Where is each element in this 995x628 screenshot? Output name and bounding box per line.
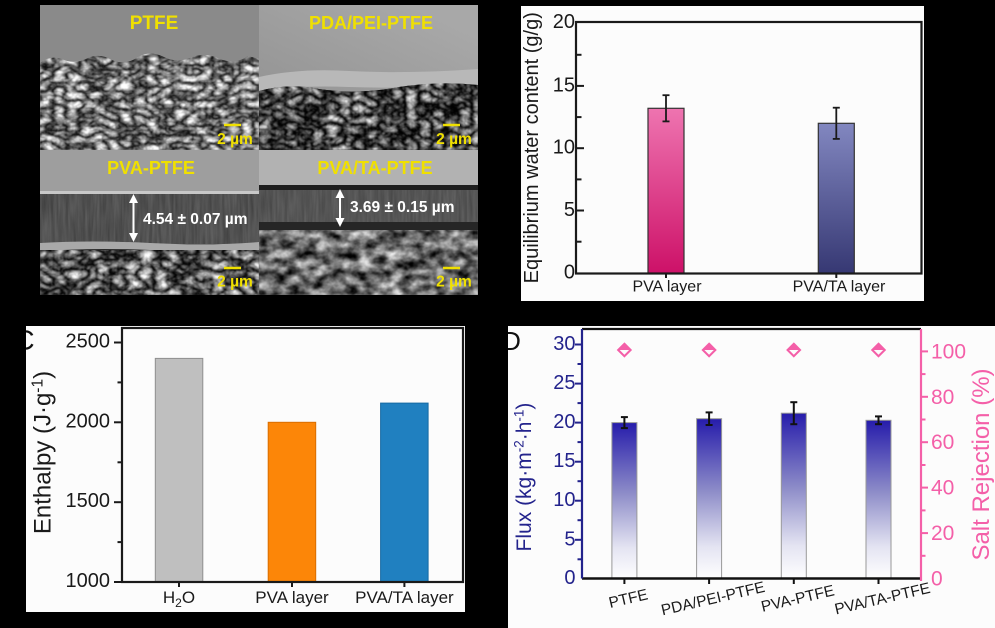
svg-text:PDA/PEI-PTFE: PDA/PEI-PTFE [309,13,433,33]
svg-text:D: D [508,326,521,356]
svg-text:1500: 1500 [66,490,111,512]
svg-text:PVA-PTFE: PVA-PTFE [760,582,837,615]
svg-text:PVA/TA-PTFE: PVA/TA-PTFE [317,158,432,178]
svg-text:5: 5 [564,199,575,221]
svg-text:20: 20 [931,522,954,545]
svg-text:25: 25 [553,372,575,394]
svg-text:PDA/PEI-PTFE: PDA/PEI-PTFE [660,578,767,618]
svg-text:0: 0 [564,567,575,589]
svg-text:80: 80 [931,385,954,408]
svg-text:PVA/TA layer: PVA/TA layer [355,588,454,607]
svg-text:0: 0 [931,567,943,590]
svg-text:2500: 2500 [66,331,111,353]
svg-text:20: 20 [553,11,575,33]
svg-text:40: 40 [931,476,954,499]
svg-text:Equilibrium water content (g/g: Equilibrium water content (g/g) [521,12,543,283]
svg-text:30: 30 [553,333,575,355]
svg-text:2 µm: 2 µm [436,274,472,291]
svg-text:2 µm: 2 µm [217,274,253,291]
svg-text:60: 60 [931,431,954,454]
svg-text:10: 10 [553,489,575,511]
svg-text:100: 100 [931,340,966,363]
svg-text:C: C [26,326,35,356]
svg-text:PVA/TA layer: PVA/TA layer [793,279,886,296]
svg-text:Enthalpy (J·g-1): Enthalpy (J·g-1) [30,371,57,534]
svg-text:PTFE: PTFE [130,13,179,34]
svg-text:20: 20 [553,411,575,433]
svg-text:PVA/TA-PTFE: PVA/TA-PTFE [833,579,932,618]
svg-text:2 µm: 2 µm [436,131,472,148]
svg-text:15: 15 [553,450,575,472]
svg-text:5: 5 [564,528,575,550]
svg-text:10: 10 [553,137,575,159]
svg-text:H2O: H2O [163,588,195,610]
svg-text:1000: 1000 [66,570,111,592]
svg-text:2 µm: 2 µm [217,131,253,148]
svg-text:15: 15 [553,74,575,96]
svg-text:PVA layer: PVA layer [255,588,329,607]
svg-text:PTFE: PTFE [607,586,649,611]
svg-text:Salt Rejection (%): Salt Rejection (%) [968,368,995,560]
svg-text:Flux (kg·m-2·h-1): Flux (kg·m-2·h-1) [512,402,537,551]
svg-text:2000: 2000 [66,410,111,432]
svg-text:PVA layer: PVA layer [632,279,702,296]
svg-text:PVA-PTFE: PVA-PTFE [107,158,195,178]
svg-text:3.69 ± 0.15 µm: 3.69 ± 0.15 µm [350,199,454,216]
svg-text:4.54 ± 0.07 µm: 4.54 ± 0.07 µm [143,211,247,228]
svg-text:0: 0 [564,262,575,284]
